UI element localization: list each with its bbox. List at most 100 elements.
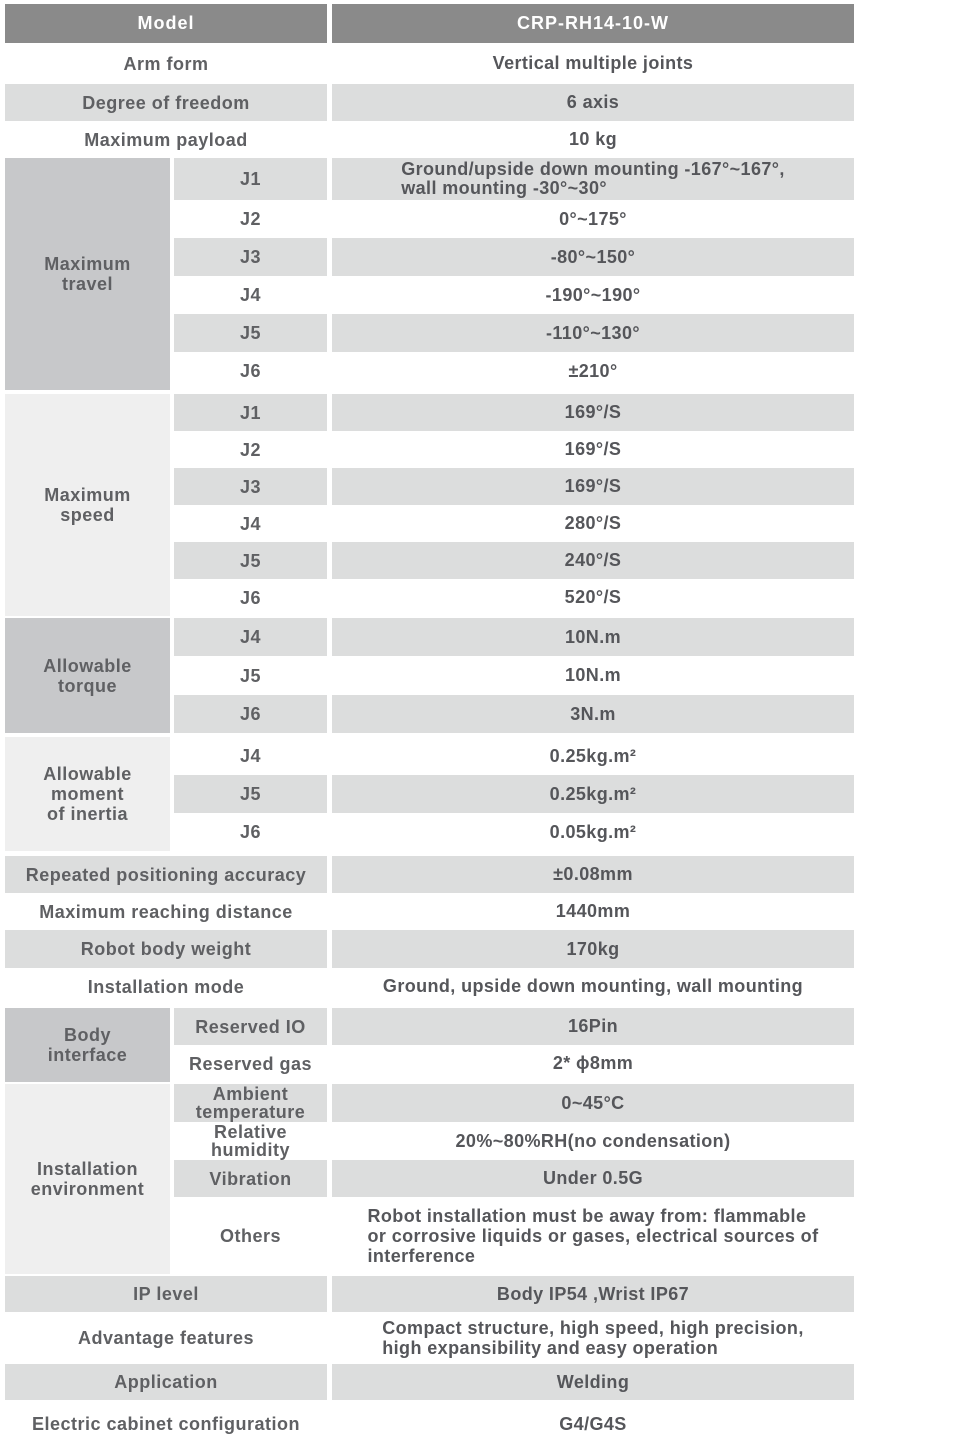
spec-row-j6: J6 ±210°	[174, 352, 854, 390]
spec-value: Robot installation must be away from: fl…	[332, 1197, 854, 1274]
row-application: Application Welding	[5, 1364, 854, 1400]
row-installation-mode: Installation mode Ground, upside down mo…	[5, 968, 854, 1005]
row-divider	[5, 616, 854, 618]
joint-label: J6	[174, 579, 327, 616]
spec-value: 6 axis	[332, 84, 854, 121]
spec-value: 169°/S	[332, 394, 854, 431]
spec-label: Electric cabinet configuration	[5, 1400, 327, 1448]
joint-label: J4	[174, 618, 327, 656]
spec-row-j1: J1 Ground/upside down mounting -167°~167…	[174, 158, 854, 200]
row-maximum-payload: Maximum payload 10 kg	[5, 121, 854, 158]
row-divider	[5, 733, 854, 737]
sub-label: Ambient temperature	[174, 1084, 327, 1122]
spec-row-j3: J3 -80°~150°	[174, 238, 854, 276]
spec-value: 10 kg	[332, 121, 854, 158]
row-arm-form: Arm form Vertical multiple joints	[5, 43, 854, 84]
spec-value: 169°/S	[332, 431, 854, 468]
spec-row-j1: J1 169°/S	[174, 394, 854, 431]
spec-value: Compact structure, high speed, high prec…	[332, 1312, 854, 1364]
joint-label: J3	[174, 468, 327, 505]
row-ip-level: IP level Body IP54 ,Wrist IP67	[5, 1276, 854, 1312]
spec-value: ±210°	[332, 352, 854, 390]
joint-label: J4	[174, 737, 327, 775]
spec-row-j6: J6 0.05kg.m²	[174, 813, 854, 851]
group-label: Installation environment	[5, 1084, 170, 1274]
spec-label: Maximum reaching distance	[5, 893, 327, 930]
spec-value: Under 0.5G	[332, 1160, 854, 1197]
row-divider	[5, 1005, 854, 1008]
spec-row-j5: J5 240°/S	[174, 542, 854, 579]
row-divider	[5, 851, 854, 856]
spec-value-text: Ground/upside down mounting -167°~167°, …	[401, 159, 785, 198]
sub-label: Reserved IO	[174, 1008, 327, 1045]
section-allowable-moment-of-inertia: Allowable moment of inertia J4 0.25kg.m²…	[5, 737, 854, 851]
joint-label: J6	[174, 352, 327, 390]
group-label: Allowable moment of inertia	[5, 737, 170, 851]
joint-label: J2	[174, 200, 327, 238]
spec-value-text: Compact structure, high speed, high prec…	[382, 1318, 804, 1358]
joint-label: J5	[174, 314, 327, 352]
spec-value: 0°~175°	[332, 200, 854, 238]
spec-row-j3: J3 169°/S	[174, 468, 854, 505]
spec-value: 520°/S	[332, 579, 854, 616]
section-allowable-torque: Allowable torque J4 10N.m J5 10N.m J6 3N…	[5, 618, 854, 733]
spec-value: 3N.m	[332, 695, 854, 733]
spec-row-relative-humidity: Relative humidity 20%~80%RH(no condensat…	[174, 1122, 854, 1160]
spec-row-j4: J4 280°/S	[174, 505, 854, 542]
spec-label: Repeated positioning accuracy	[5, 856, 327, 893]
spec-label: Application	[5, 1364, 327, 1400]
sub-label: Others	[174, 1197, 327, 1274]
spec-row-j4: J4 0.25kg.m²	[174, 737, 854, 775]
spec-label: Installation mode	[5, 968, 327, 1005]
row-maximum-reaching-distance: Maximum reaching distance 1440mm	[5, 893, 854, 930]
group-label: Body interface	[5, 1008, 170, 1082]
row-divider	[5, 390, 854, 394]
row-electric-cabinet-configuration: Electric cabinet configuration G4/G4S	[5, 1400, 854, 1448]
joint-label: J5	[174, 656, 327, 695]
spec-label: Maximum payload	[5, 121, 327, 158]
spec-row-j6: J6 3N.m	[174, 695, 854, 733]
spec-value: Vertical multiple joints	[332, 43, 854, 84]
group-label: Maximum travel	[5, 158, 170, 390]
spec-value: ±0.08mm	[332, 856, 854, 893]
spec-row-j5: J5 10N.m	[174, 656, 854, 695]
spec-row-j2: J2 0°~175°	[174, 200, 854, 238]
joint-label: J4	[174, 505, 327, 542]
section-installation-environment: Installation environment Ambient tempera…	[5, 1084, 854, 1274]
spec-row-others: Others Robot installation must be away f…	[174, 1197, 854, 1274]
joint-label: J1	[174, 394, 327, 431]
sub-label: Vibration	[174, 1160, 327, 1197]
spec-row-reserved-gas: Reserved gas 2* ϕ8mm	[174, 1045, 854, 1082]
spec-value: -80°~150°	[332, 238, 854, 276]
spec-value: Ground, upside down mounting, wall mount…	[332, 968, 854, 1005]
spec-row-vibration: Vibration Under 0.5G	[174, 1160, 854, 1197]
spec-value: Welding	[332, 1364, 854, 1400]
spec-value: Body IP54 ,Wrist IP67	[332, 1276, 854, 1312]
joint-label: J5	[174, 775, 327, 813]
spec-value: 10N.m	[332, 656, 854, 695]
group-label: Allowable torque	[5, 618, 170, 733]
model-header-label: Model	[5, 4, 327, 43]
spec-value: 0.25kg.m²	[332, 737, 854, 775]
spec-label: Robot body weight	[5, 930, 327, 968]
header-row: Model CRP-RH14-10-W	[5, 4, 854, 43]
spec-value: G4/G4S	[332, 1400, 854, 1448]
spec-row-j4: J4 10N.m	[174, 618, 854, 656]
joint-label: J5	[174, 542, 327, 579]
sub-label: Reserved gas	[174, 1045, 327, 1082]
spec-value: 16Pin	[332, 1008, 854, 1045]
row-degree-of-freedom: Degree of freedom 6 axis	[5, 84, 854, 121]
joint-label: J3	[174, 238, 327, 276]
spec-row-j4: J4 -190°~190°	[174, 276, 854, 314]
spec-row-ambient-temperature: Ambient temperature 0~45°C	[174, 1084, 854, 1122]
section-maximum-speed: Maximum speed J1 169°/S J2 169°/S J3 169…	[5, 394, 854, 616]
spec-label: Arm form	[5, 43, 327, 84]
spec-table: Model CRP-RH14-10-W Arm form Vertical mu…	[5, 4, 854, 1448]
spec-value: -190°~190°	[332, 276, 854, 314]
row-divider	[5, 1274, 854, 1276]
spec-value: 0.05kg.m²	[332, 813, 854, 851]
joint-label: J1	[174, 158, 327, 200]
spec-value: 10N.m	[332, 618, 854, 656]
spec-value: 0~45°C	[332, 1084, 854, 1122]
